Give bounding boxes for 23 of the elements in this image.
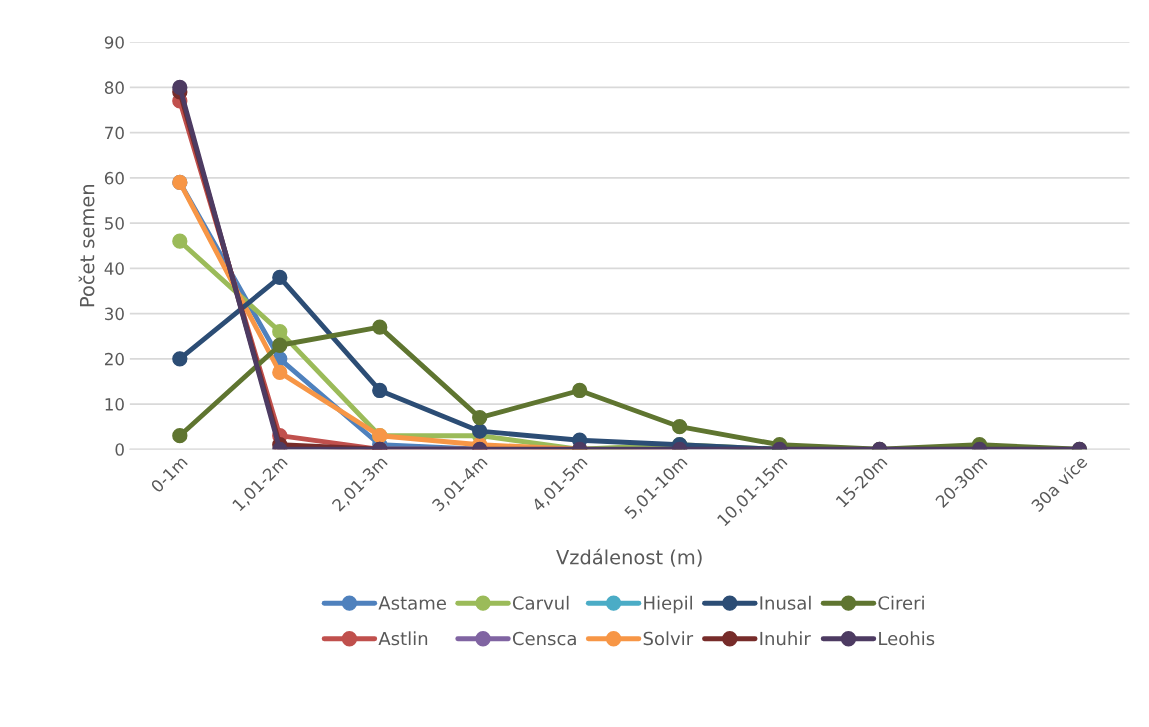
y-tick-label: 20 [104, 352, 124, 366]
y-tick-label: 80 [104, 81, 124, 94]
legend-label: Inusal [760, 595, 811, 610]
legend-label: Carvul [512, 595, 569, 610]
legend-label: Inuhir [760, 631, 811, 646]
y-tick-label: 60 [104, 171, 124, 185]
y-axis-title: Počet semen [78, 185, 95, 307]
y-tick-label: 50 [105, 217, 124, 230]
legend-label: Solvir [643, 631, 694, 646]
legend-label: Astame [378, 596, 446, 610]
y-tick-label: 30 [105, 307, 124, 321]
y-tick-label: 70 [105, 126, 124, 140]
legend-label: Hiepil [644, 595, 692, 614]
legend-label: Leohis [879, 631, 935, 646]
legend-label: Cireri [878, 595, 924, 610]
y-tick-label: 90 [104, 36, 124, 49]
x-axis-title: Vzdálenost (m) [556, 548, 702, 567]
y-tick-label: 40 [104, 262, 124, 275]
legend-label: Astlin [378, 631, 428, 646]
y-tick-label: 0 [115, 443, 124, 456]
legend-label: Censca [512, 631, 576, 646]
x-tick-label: 30a více [1029, 454, 1088, 513]
y-tick-label: 10 [105, 398, 124, 411]
